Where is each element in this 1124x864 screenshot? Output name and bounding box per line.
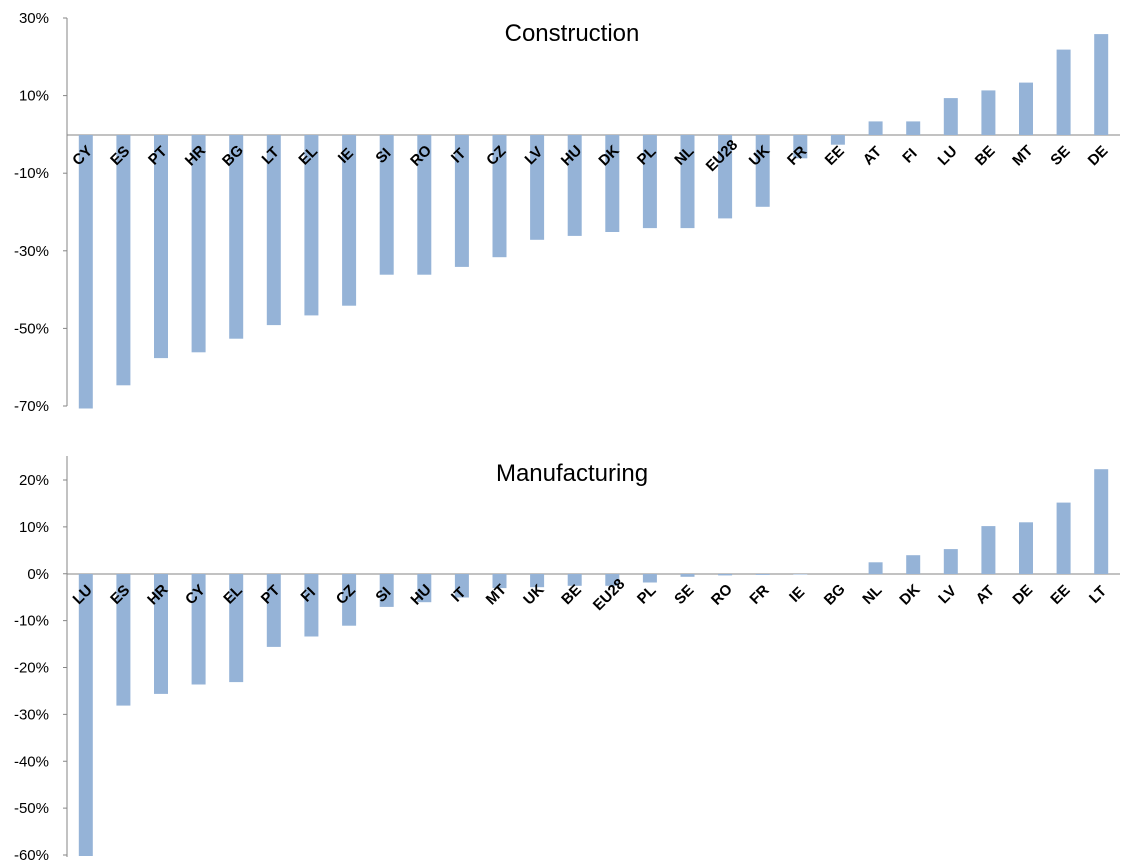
- category-label: LV: [935, 582, 960, 607]
- y-tick-label: -10%: [14, 613, 49, 630]
- bar-pl: [642, 135, 657, 229]
- category-label: FR: [746, 582, 772, 608]
- bar-it: [454, 135, 469, 267]
- category-label: EE: [1047, 582, 1073, 608]
- bar-mt: [1019, 82, 1033, 135]
- bar-ro: [417, 135, 432, 275]
- chart-1: 20% 10% 0% -10% -20% -30% -40% -50% -60% Manufact…: [14, 456, 1120, 864]
- category-label: FI: [899, 145, 920, 166]
- bar-eu28: [605, 574, 620, 586]
- bar-pt: [266, 574, 281, 647]
- category-label: AT: [973, 582, 998, 607]
- bar-uk: [755, 135, 770, 207]
- bar-lu: [943, 98, 958, 135]
- y-tick-label: 30%: [19, 10, 49, 27]
- y-tick-label: -50%: [14, 320, 49, 337]
- bar-fr: [755, 574, 770, 575]
- category-label: BE: [972, 142, 999, 169]
- bar-fi: [906, 121, 921, 135]
- bar-el: [229, 574, 244, 683]
- bar-nl: [680, 135, 695, 229]
- bar-be: [981, 90, 996, 135]
- y-tick-label: 10%: [19, 519, 49, 536]
- bar-lt: [1094, 469, 1109, 574]
- bar-at: [868, 121, 883, 135]
- bar-hr: [154, 574, 168, 694]
- y-tick-label: -30%: [14, 706, 49, 723]
- bar-cz: [342, 574, 357, 626]
- bar-pt: [154, 135, 168, 359]
- y-tick-label: -30%: [14, 243, 49, 260]
- y-tick-label: -40%: [14, 753, 49, 770]
- bar-cy: [78, 135, 93, 409]
- bar-at: [981, 526, 996, 574]
- bar-de: [1094, 34, 1109, 135]
- bar-el: [304, 135, 319, 316]
- bar-se: [680, 574, 695, 577]
- bar-hu: [567, 135, 582, 236]
- y-tick-label: -60%: [14, 847, 49, 864]
- bar-hr: [191, 135, 206, 353]
- category-label: MT: [1009, 142, 1036, 169]
- category-label: LU: [935, 143, 961, 169]
- category-label: SE: [671, 582, 697, 608]
- bar-es: [116, 574, 131, 706]
- bar-dk: [906, 555, 921, 574]
- bar-lv: [530, 135, 545, 240]
- bar-eu28: [718, 135, 733, 219]
- category-label: BG: [821, 581, 849, 609]
- bar-ie: [342, 135, 357, 306]
- y-tick-label: 10%: [19, 88, 49, 105]
- category-label: IE: [786, 584, 808, 606]
- category-label: LT: [1086, 583, 1110, 607]
- bar-hu: [417, 574, 432, 603]
- bar-si: [379, 574, 394, 607]
- y-tick-label: 0%: [27, 566, 49, 583]
- bar-lv: [943, 549, 958, 574]
- category-label: RO: [708, 581, 736, 609]
- chart-title: Manufacturing: [496, 460, 648, 487]
- y-tick-label: -20%: [14, 660, 49, 677]
- category-label: NL: [859, 582, 885, 608]
- bar-pl: [642, 574, 657, 583]
- bar-cz: [492, 135, 507, 258]
- bar-de: [1019, 522, 1033, 574]
- category-label: DK: [896, 581, 923, 608]
- bar-fr: [793, 135, 808, 159]
- y-tick-label: -70%: [14, 398, 49, 415]
- bar-es: [116, 135, 131, 386]
- bar-ie: [793, 574, 808, 575]
- bar-se: [1056, 49, 1071, 135]
- y-tick-label: 20%: [19, 472, 49, 489]
- bar-ee: [830, 135, 845, 145]
- bar-fi: [304, 574, 319, 637]
- bar-ee: [1056, 502, 1071, 574]
- bar-dk: [605, 135, 620, 232]
- bar-mt: [492, 574, 507, 589]
- bar-si: [379, 135, 394, 275]
- bar-bg: [229, 135, 244, 339]
- bar-lu: [78, 574, 93, 856]
- bar-cy: [191, 574, 206, 685]
- bar-ro: [718, 574, 733, 576]
- category-label: DE: [1009, 581, 1036, 608]
- bar-it: [454, 574, 469, 598]
- bar-uk: [530, 574, 545, 588]
- bar-be: [567, 574, 582, 586]
- bar-nl: [868, 562, 883, 575]
- category-label: SE: [1047, 143, 1073, 169]
- category-label: DE: [1085, 142, 1112, 169]
- category-label: PL: [634, 582, 660, 608]
- bar-lt: [266, 135, 281, 326]
- category-label: EE: [822, 143, 848, 169]
- y-tick-label: -10%: [14, 165, 49, 182]
- y-tick-label: -50%: [14, 800, 49, 817]
- category-label: AT: [860, 143, 885, 168]
- chart-title: Construction: [505, 20, 640, 47]
